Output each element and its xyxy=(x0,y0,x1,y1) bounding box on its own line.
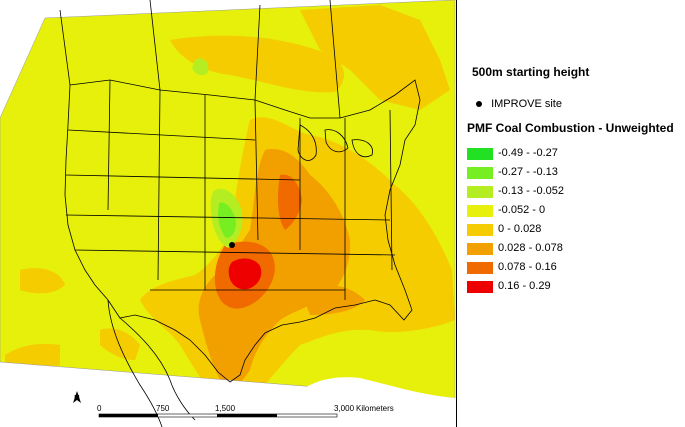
legend-class-label-4: 0 - 0.028 xyxy=(498,223,542,235)
legend-class-label-1: -0.27 - -0.13 xyxy=(498,166,558,178)
site-legend-label: IMPROVE site xyxy=(491,98,562,110)
legend-class-label-6: 0.078 - 0.16 xyxy=(498,261,557,273)
legend-swatch-0 xyxy=(467,148,493,160)
legend-swatch-7 xyxy=(467,281,493,293)
map-canvas[interactable]: N 0 750 1,500 3,000 Kilometers xyxy=(0,0,456,427)
scale-tick-1500: 1,500 xyxy=(215,404,236,413)
north-arrow-icon: N xyxy=(73,391,81,403)
legend-class-label-5: 0.028 - 0.078 xyxy=(498,242,563,254)
map-panel[interactable]: N 0 750 1,500 3,000 Kilometers xyxy=(0,0,457,427)
legend-title: PMF Coal Combustion - Unweighted xyxy=(467,121,674,135)
height-title: 500m starting height xyxy=(472,65,590,79)
scale-tick-750: 750 xyxy=(156,404,170,413)
legend-swatch-2 xyxy=(467,186,493,198)
legend-class-label-3: -0.052 - 0 xyxy=(498,204,546,216)
legend-swatch-5 xyxy=(467,243,493,255)
legend-swatch-6 xyxy=(467,262,493,274)
scale-tick-0: 0 xyxy=(97,404,102,413)
legend-swatch-1 xyxy=(467,167,493,179)
improve-site-marker[interactable] xyxy=(229,242,235,248)
legend-class-label-2: -0.13 - -0.052 xyxy=(498,185,565,197)
legend-class-label-0: -0.49 - -0.27 xyxy=(498,147,558,159)
scale-tick-3000: 3,000 xyxy=(334,404,355,413)
scale-bar: 0 750 1,500 3,000 Kilometers xyxy=(97,404,394,418)
legend-class-label-7: 0.16 - 0.29 xyxy=(498,280,551,292)
legend-swatch-3 xyxy=(467,205,493,217)
concentration-field xyxy=(0,0,455,398)
svg-text:N: N xyxy=(74,394,80,403)
legend-swatch-4 xyxy=(467,224,493,236)
scale-unit: Kilometers xyxy=(356,404,394,413)
site-legend: IMPROVE site xyxy=(476,98,562,110)
site-dot-icon xyxy=(476,101,482,108)
